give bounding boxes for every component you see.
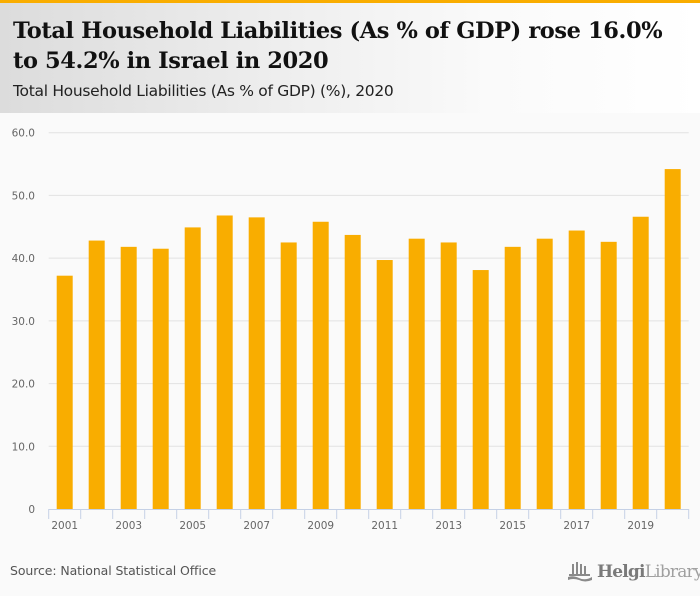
bar-2001 bbox=[56, 275, 73, 509]
bar-2006 bbox=[216, 215, 233, 509]
bar-2012 bbox=[408, 238, 425, 509]
y-tick-label: 50.0 bbox=[12, 190, 35, 202]
bar-2014 bbox=[472, 270, 489, 509]
y-tick-label: 40.0 bbox=[12, 253, 35, 265]
source-note: Source: National Statistical Office bbox=[10, 563, 217, 578]
bar-2013 bbox=[440, 242, 457, 509]
bar-2010 bbox=[344, 234, 361, 509]
bar-2008 bbox=[280, 242, 297, 509]
bar-2011 bbox=[376, 260, 393, 509]
logo-text: HelgiLibrary. bbox=[597, 562, 700, 582]
y-axis-labels: 0 10.0 20.0 30.0 40.0 50.0 60.0 bbox=[12, 128, 35, 516]
x-tick-label: 2005 bbox=[179, 520, 206, 532]
gridlines bbox=[48, 132, 689, 447]
bar-2004 bbox=[152, 248, 169, 509]
x-tick-label: 2019 bbox=[627, 520, 654, 532]
bar-2017 bbox=[568, 230, 585, 509]
bar-2020 bbox=[664, 169, 681, 509]
bar-2016 bbox=[536, 238, 553, 509]
x-tick-label: 2009 bbox=[307, 520, 334, 532]
y-tick-label: 10.0 bbox=[12, 441, 35, 453]
y-tick-label: 30.0 bbox=[12, 316, 35, 328]
bar-2002 bbox=[88, 240, 105, 509]
y-tick-label: 0 bbox=[28, 504, 35, 516]
bar-2018 bbox=[600, 241, 617, 509]
x-tick-label: 2013 bbox=[435, 520, 462, 532]
bar-chart: 010.020.030.040.050.060.0 2001 2003 2005 20… bbox=[12, 128, 690, 532]
helgi-library-logo[interactable]: HelgiLibrary. bbox=[567, 560, 700, 584]
x-tick-label: 2011 bbox=[371, 520, 398, 532]
accent-strip bbox=[0, 0, 700, 3]
x-tick-label: 2003 bbox=[115, 520, 142, 532]
logo-text-bold: Helgi bbox=[597, 562, 645, 582]
chart-header: Total Household Liabilities (As % of GDP… bbox=[0, 3, 700, 113]
chart-subtitle: Total Household Liabilities (As % of GDP… bbox=[13, 82, 394, 100]
x-tick-label: 2007 bbox=[243, 520, 270, 532]
y-tick-label: 20.0 bbox=[12, 379, 35, 391]
bar-2015 bbox=[504, 246, 521, 509]
bar-2007 bbox=[248, 217, 265, 509]
bar-2005 bbox=[184, 227, 201, 509]
y-tick-label: 60.0 bbox=[12, 128, 35, 140]
bars bbox=[56, 169, 681, 509]
chart-title: Total Household Liabilities (As % of GDP… bbox=[13, 18, 663, 74]
bar-2009 bbox=[312, 221, 329, 509]
library-building-icon bbox=[568, 562, 592, 582]
bar-2019 bbox=[632, 216, 649, 509]
x-axis: 2001 2003 2005 2007 2009 2011 2013 2015 2017 2019 bbox=[48, 509, 690, 532]
x-tick-label: 2017 bbox=[563, 520, 590, 532]
x-tick-label: 2001 bbox=[51, 520, 78, 532]
x-tick-label: 2015 bbox=[499, 520, 526, 532]
bar-2003 bbox=[120, 246, 137, 509]
logo-text-light: Library. bbox=[644, 562, 700, 582]
